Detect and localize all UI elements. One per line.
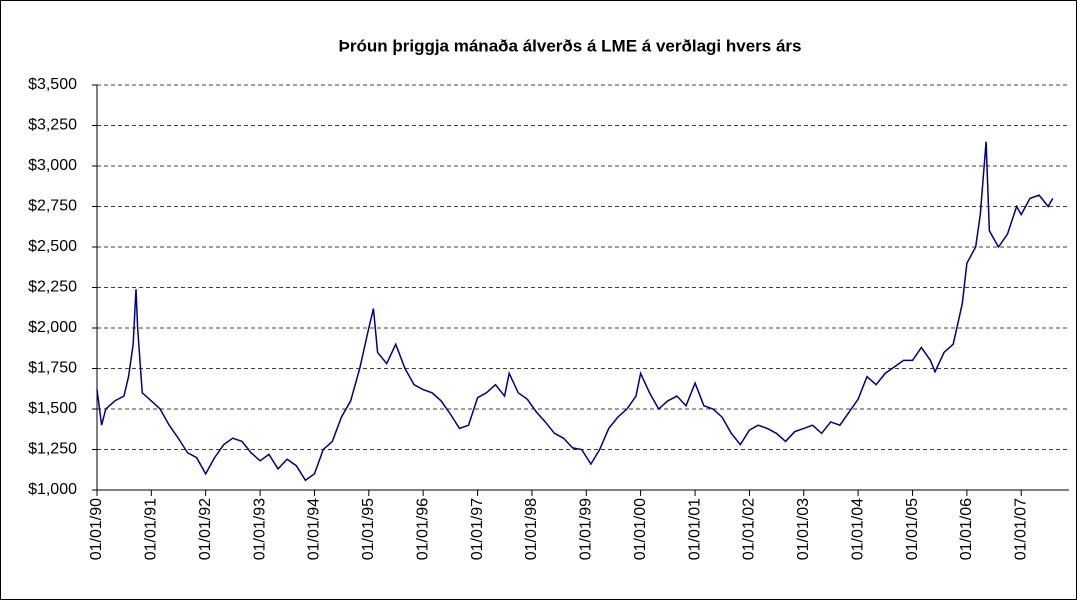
y-tick-label: $1,000 — [28, 481, 77, 498]
price-line — [96, 141, 1054, 482]
x-tick-label: 01/01/94 — [306, 498, 323, 560]
y-tick-label: $2,750 — [28, 198, 77, 215]
x-tick-label: 01/01/98 — [523, 498, 540, 560]
chart-title: Þróun þriggja mánaða álverðs á LME á ver… — [339, 36, 802, 55]
x-tick-label: 01/01/07 — [1012, 498, 1029, 560]
y-tick-label: $1,750 — [28, 360, 77, 377]
x-tick-label: 01/01/04 — [849, 498, 866, 560]
y-tick-label: $3,000 — [28, 157, 77, 174]
x-tick-label: 01/01/90 — [88, 498, 105, 560]
y-tick-label: $3,500 — [28, 76, 77, 93]
x-tick-label: 01/01/02 — [741, 498, 758, 560]
x-tick-label: 01/01/91 — [143, 498, 160, 560]
x-tick-label: 01/01/97 — [469, 498, 486, 560]
y-tick-label: $2,250 — [28, 279, 77, 296]
x-tick-label: 01/01/99 — [577, 498, 594, 560]
x-tick-label: 01/01/06 — [958, 498, 975, 560]
y-tick-label: $1,500 — [28, 400, 77, 417]
x-tick-label: 01/01/92 — [197, 498, 214, 560]
x-tick-label: 01/01/00 — [632, 498, 649, 560]
x-tick-label: 01/01/03 — [795, 498, 812, 560]
y-tick-label: $2,500 — [28, 238, 77, 255]
y-tick-label: $3,250 — [28, 117, 77, 134]
x-tick-label: 01/01/93 — [251, 498, 268, 560]
y-tick-label: $2,000 — [28, 319, 77, 336]
x-tick-label: 01/01/96 — [414, 498, 431, 560]
x-tick-label: 01/01/95 — [360, 498, 377, 560]
x-tick-label: 01/01/05 — [904, 498, 921, 560]
y-tick-label: $1,250 — [28, 441, 77, 458]
x-tick-label: 01/01/01 — [686, 498, 703, 560]
